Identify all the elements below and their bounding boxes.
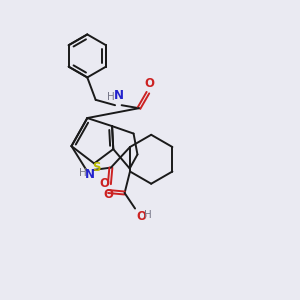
Text: N: N bbox=[85, 168, 95, 181]
Text: H: H bbox=[79, 168, 87, 178]
Text: H: H bbox=[107, 92, 115, 102]
Text: O: O bbox=[144, 77, 154, 90]
Text: O: O bbox=[104, 188, 114, 201]
Text: H: H bbox=[144, 210, 152, 220]
Text: O: O bbox=[100, 177, 110, 190]
Text: O: O bbox=[136, 210, 147, 223]
Text: S: S bbox=[92, 161, 101, 174]
Text: N: N bbox=[114, 89, 124, 102]
